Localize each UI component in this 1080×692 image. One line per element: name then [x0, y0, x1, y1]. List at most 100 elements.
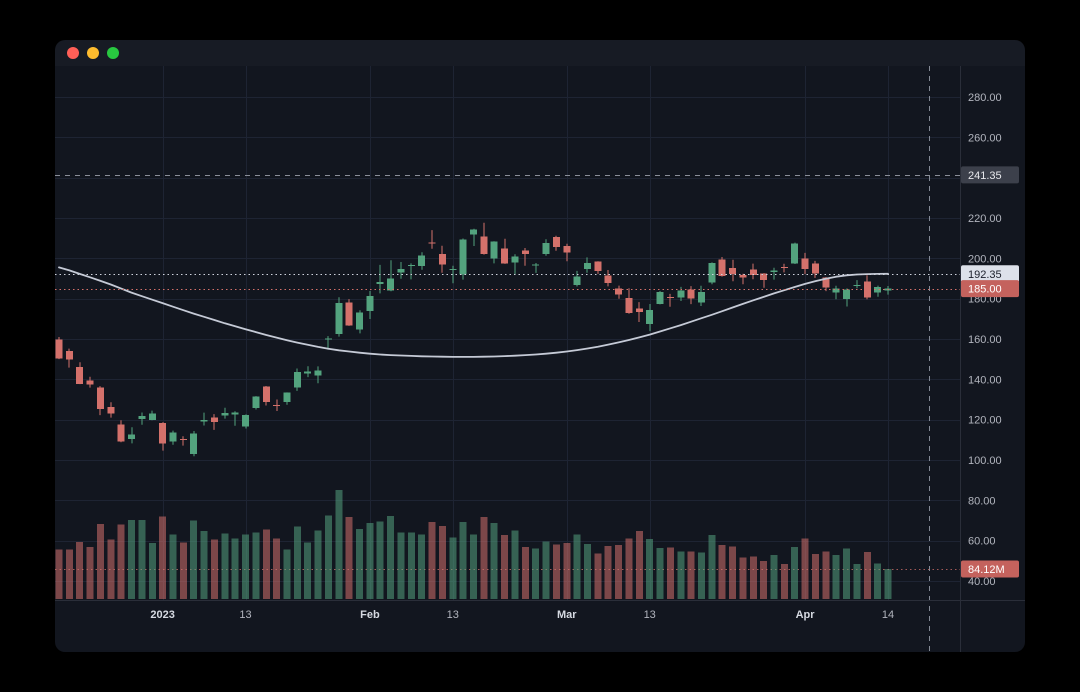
volume-bar: [376, 521, 384, 599]
volume-bar: [76, 542, 84, 599]
volume-bar: [459, 521, 467, 599]
candle: [874, 285, 882, 297]
price-label-chip[interactable]: 192.35: [961, 265, 1019, 283]
candle: [366, 291, 374, 319]
candle: [708, 262, 716, 285]
price-axis-label: 40.00: [968, 576, 996, 588]
candle: [273, 399, 281, 411]
candle: [76, 362, 84, 385]
candle: [884, 286, 892, 295]
volume-bar: [698, 552, 705, 599]
app-window: 280.00 260.00 220.00 200.00 180.00 160.00 140.…: [55, 40, 1025, 652]
time-axis-label: 13: [239, 609, 251, 621]
minimize-button[interactable]: [87, 47, 99, 59]
volume-bar: [335, 489, 343, 599]
volume-bar: [449, 537, 457, 599]
volume-bar: [148, 542, 156, 599]
candle: [532, 263, 540, 273]
time-axis-label: Mar: [557, 609, 577, 621]
volume-bar: [200, 531, 208, 599]
candle: [501, 238, 509, 264]
volume-bar: [812, 553, 819, 599]
volume-bar: [863, 552, 871, 599]
price-label-chip[interactable]: 241.35: [961, 166, 1019, 184]
volume-bar: [801, 538, 809, 599]
volume-bar: [356, 528, 363, 599]
candle: [687, 286, 695, 305]
time-axis-label: 14: [882, 609, 894, 621]
candle: [615, 285, 623, 299]
volume-bar: [117, 524, 125, 599]
close-button[interactable]: [67, 47, 79, 59]
volume-bar: [552, 544, 560, 599]
volume-bar: [221, 533, 229, 599]
chart-canvas[interactable]: 280.00260.00220.00200.00180.00160.00140.…: [55, 66, 1025, 652]
candle: [760, 273, 768, 288]
volume-bar: [532, 548, 540, 599]
volume-label-chip[interactable]: 84.12M: [961, 560, 1019, 578]
volume-bar: [159, 516, 167, 599]
volume-bar: [791, 547, 799, 599]
candle: [563, 243, 571, 262]
candle: [853, 280, 861, 289]
volume-bar: [521, 546, 529, 599]
volume-bar: [677, 551, 685, 599]
volume-bar: [273, 538, 281, 599]
candle: [179, 436, 187, 446]
volume-bar: [231, 538, 239, 599]
volume-bar: [470, 534, 477, 599]
candle: [314, 366, 322, 384]
candle: [698, 285, 705, 306]
candle: [376, 264, 384, 294]
price-axis-label: 200.00: [968, 253, 1002, 265]
volume-bar: [708, 534, 716, 599]
time-axis-label: 13: [447, 609, 459, 621]
volume-bar: [687, 551, 695, 599]
volume-bar: [625, 538, 633, 599]
price-axis-label: 280.00: [968, 92, 1002, 104]
volume-bar: [501, 534, 509, 599]
candle: [397, 262, 405, 279]
candle: [324, 336, 332, 350]
volume-bar: [138, 520, 146, 599]
candle: [428, 230, 436, 249]
candle: [252, 396, 260, 410]
volume-bar: [594, 553, 602, 599]
volume-bar: [210, 539, 218, 599]
window-titlebar[interactable]: [55, 40, 1025, 66]
candle: [283, 392, 291, 405]
candle: [387, 260, 395, 292]
candle: [770, 267, 778, 280]
candle: [490, 241, 498, 264]
svg-text:241.35: 241.35: [968, 170, 1002, 182]
candle: [801, 252, 809, 275]
volume-bar: [563, 543, 571, 599]
candle: [345, 299, 353, 326]
candle: [480, 222, 488, 255]
volume-bar: [729, 546, 737, 599]
candle: [843, 288, 851, 307]
candle: [200, 412, 208, 426]
volume-bar: [169, 534, 177, 599]
candle: [107, 402, 115, 418]
candle: [542, 239, 550, 256]
volume-bar: [242, 534, 249, 599]
candle: [625, 288, 633, 314]
zoom-button[interactable]: [107, 47, 119, 59]
candle: [470, 228, 477, 246]
price-axis-label: 100.00: [968, 455, 1002, 467]
volume-bar: [511, 530, 519, 599]
volume-bar: [770, 554, 778, 599]
svg-text:192.35: 192.35: [968, 269, 1002, 281]
candle: [304, 366, 312, 378]
candle: [293, 368, 301, 391]
candle: [169, 430, 177, 445]
price-label-chip[interactable]: 185.00: [961, 280, 1019, 298]
candle: [242, 414, 249, 429]
volume-bar: [884, 569, 892, 599]
candle: [418, 252, 426, 270]
candle: [584, 257, 591, 273]
volume-bar: [853, 564, 861, 599]
candle: [407, 263, 415, 280]
price-axis-label: 160.00: [968, 334, 1002, 346]
